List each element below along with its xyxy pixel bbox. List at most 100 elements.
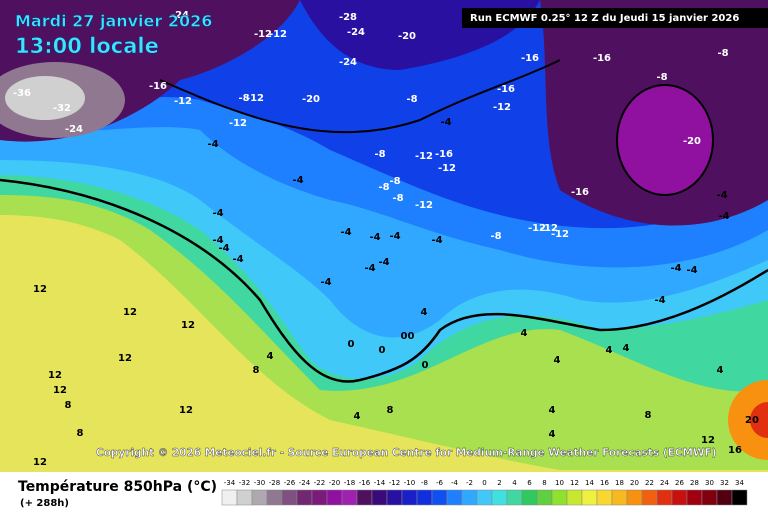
scale-swatch xyxy=(371,489,388,506)
contour-label: -12 xyxy=(438,163,456,174)
scale-swatch xyxy=(671,489,688,506)
scale-label: 2 xyxy=(497,479,501,487)
scale-label: -2 xyxy=(466,479,473,487)
contour-label: -36 xyxy=(13,88,31,99)
contour-label: 12 xyxy=(179,405,193,416)
contour-label: 12 xyxy=(701,435,715,446)
contour-label: -4 xyxy=(207,139,218,150)
contour-label: 0 xyxy=(408,331,415,342)
scale-swatch xyxy=(296,489,313,506)
scale-label: -32 xyxy=(239,479,250,487)
scale-swatch xyxy=(461,489,478,506)
scale-label: -16 xyxy=(359,479,371,487)
scale-label: 32 xyxy=(720,479,729,487)
contour-label: -16 xyxy=(593,53,611,64)
contour-label: -12 xyxy=(493,102,511,113)
scale-swatch xyxy=(431,489,448,506)
scale-label: -30 xyxy=(254,479,265,487)
scale-swatch xyxy=(326,489,343,506)
contour-label: -16 xyxy=(435,149,453,160)
copyright: Copyright © 2026 Meteociel.fr - Source E… xyxy=(96,447,717,459)
contour-label: 12 xyxy=(118,353,132,364)
contour-label: -12 xyxy=(415,200,433,211)
contour-label: -24 xyxy=(347,27,365,38)
scale-label: 12 xyxy=(570,479,579,487)
scale-swatch xyxy=(521,489,538,506)
contour-label: -12 xyxy=(551,229,569,240)
scale-label: 20 xyxy=(630,479,639,487)
contour-label: -12 xyxy=(269,29,287,40)
scale-swatch xyxy=(281,489,298,506)
contour-label: -4 xyxy=(212,208,223,219)
scale-label: 24 xyxy=(660,479,669,487)
scale-label: 28 xyxy=(690,479,699,487)
contour-label: 4 xyxy=(554,355,561,366)
scale-label: -28 xyxy=(269,479,280,487)
contour-label: 4 xyxy=(421,307,428,318)
contour-label: -4 xyxy=(389,231,400,242)
contour-label: -12 xyxy=(174,96,192,107)
legend-lead: (+ 288h) xyxy=(20,498,69,509)
contour-label: -16 xyxy=(149,81,167,92)
scale-swatch xyxy=(506,489,523,506)
contour-label: -24 xyxy=(339,57,357,68)
contour-label: -4 xyxy=(232,254,243,265)
forecast-time: 13:00 locale xyxy=(15,34,159,58)
scale-swatch xyxy=(626,489,643,506)
scale-swatch xyxy=(611,489,628,506)
contour-label: 8 xyxy=(387,405,394,416)
contour-label: -8 xyxy=(490,231,501,242)
scale-label: 26 xyxy=(675,479,684,487)
contour-label: 0 xyxy=(422,360,429,371)
scale-label: -34 xyxy=(224,479,236,487)
scale-swatch xyxy=(596,489,613,506)
contour-label: 12 xyxy=(33,284,47,295)
contour-label: -8 xyxy=(656,72,667,83)
scale-label: -18 xyxy=(344,479,355,487)
contour-label: 4 xyxy=(521,328,528,339)
scale-swatch xyxy=(356,489,373,506)
scale-label: 4 xyxy=(512,479,517,487)
scale-swatch xyxy=(551,489,568,506)
contour-label: -12 xyxy=(540,223,558,234)
scale-label: -24 xyxy=(299,479,311,487)
contour-label: -4 xyxy=(686,265,697,276)
contour-label: -4 xyxy=(718,211,729,222)
contour-label: 8 xyxy=(65,400,72,411)
contour-label: 4 xyxy=(354,411,361,422)
contour-label: 12 xyxy=(53,385,67,396)
scale-swatch xyxy=(566,489,583,506)
scale-label: 22 xyxy=(645,479,654,487)
contour-label: -4 xyxy=(218,243,229,254)
scale-label: 30 xyxy=(705,479,714,487)
color-scale: -34 -32 -30 -28 -26 -24 -22 -20 -18 -16 -14 -12 -10-… xyxy=(221,479,748,506)
scale-swatch xyxy=(446,489,463,506)
contour-label: -24 xyxy=(65,124,83,135)
contour-label: -12 xyxy=(246,93,264,104)
contour-label: -8 xyxy=(378,182,389,193)
contour-label: -8 xyxy=(406,94,417,105)
contour-label: -12 xyxy=(229,118,247,129)
scale-swatch xyxy=(221,489,238,506)
contour-label: 0 xyxy=(379,345,386,356)
scale-label: -26 xyxy=(284,479,296,487)
scale-label: -14 xyxy=(374,479,386,487)
contour-label: -4 xyxy=(212,235,223,246)
contour-label: 4 xyxy=(606,345,613,356)
contour-label: 8 xyxy=(77,428,84,439)
contour-label: 4 xyxy=(549,429,556,440)
scale-swatch xyxy=(251,489,268,506)
run-box xyxy=(462,8,768,28)
contour-label: -8 xyxy=(374,149,385,160)
contour-label: -4 xyxy=(364,263,375,274)
contour-label: -12 xyxy=(528,223,546,234)
contour-label: 4 xyxy=(267,351,274,362)
scale-label: -8 xyxy=(421,479,428,487)
contour-label: -4 xyxy=(654,295,665,306)
contour-label: -4 xyxy=(292,175,303,186)
contour-label: -12 xyxy=(254,29,272,40)
scale-label: 34 xyxy=(735,479,744,487)
scale-swatch xyxy=(701,489,718,506)
contour-label: -4 xyxy=(431,235,442,246)
scale-swatch xyxy=(236,489,253,506)
